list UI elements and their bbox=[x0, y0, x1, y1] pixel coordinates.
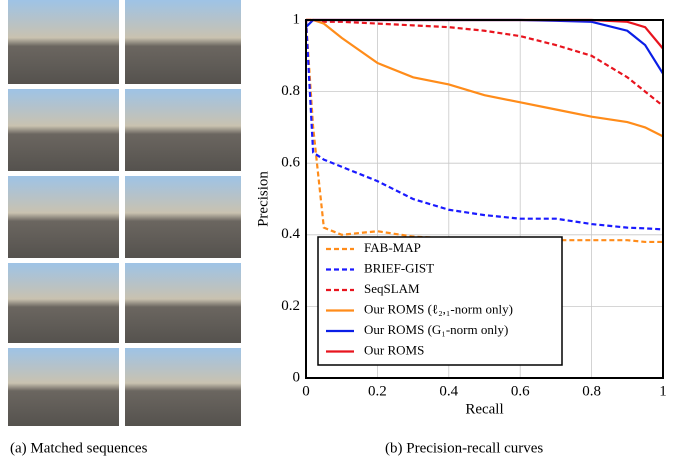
series-line bbox=[306, 18, 664, 107]
legend-label: BRIEF-GIST bbox=[364, 260, 434, 275]
x-tick-label: 0.2 bbox=[368, 383, 387, 399]
y-tick-label: 0 bbox=[293, 369, 301, 385]
y-tick-label: 0.6 bbox=[281, 155, 300, 171]
legend-label: Our ROMS (ℓ₂,₁-norm only) bbox=[364, 301, 513, 316]
caption: (a) Matched sequences bbox=[10, 440, 148, 456]
legend-label: Our ROMS (G₁-norm only) bbox=[364, 322, 508, 337]
legend-label: FAB-MAP bbox=[364, 240, 421, 255]
x-tick-label: 0.8 bbox=[582, 383, 601, 399]
photos bbox=[8, 0, 241, 426]
y-tick-label: 1 bbox=[293, 11, 301, 27]
photo bbox=[125, 176, 241, 258]
series-line bbox=[304, 19, 663, 244]
photo bbox=[125, 0, 241, 84]
x-tick-label: 0.4 bbox=[439, 383, 458, 399]
y-tick-label: 0.4 bbox=[281, 226, 300, 242]
x-tick-label: 1 bbox=[659, 383, 667, 399]
series-line bbox=[304, 19, 664, 231]
plot-frame bbox=[305, 19, 664, 379]
photo bbox=[8, 176, 119, 258]
photo bbox=[8, 89, 119, 171]
caption: (b) Precision-recall curves bbox=[385, 440, 543, 456]
photo bbox=[8, 263, 119, 343]
legend-box bbox=[317, 236, 563, 366]
series-line bbox=[306, 18, 664, 50]
series-line bbox=[305, 18, 664, 75]
photo bbox=[125, 348, 241, 426]
photo bbox=[125, 89, 241, 171]
y-tick-label: 0.8 bbox=[281, 83, 300, 99]
x-tick-label: 0.6 bbox=[511, 383, 530, 399]
y-axis-label: Precision bbox=[255, 171, 271, 227]
x-axis-label: Recall bbox=[465, 401, 503, 417]
legend-label: Our ROMS bbox=[364, 342, 424, 357]
photo bbox=[125, 263, 241, 343]
legend-label: SeqSLAM bbox=[364, 281, 420, 296]
x-tick-label: 0 bbox=[302, 383, 310, 399]
photo bbox=[8, 348, 119, 426]
y-tick-label: 0.2 bbox=[281, 298, 300, 314]
series-line bbox=[306, 18, 664, 138]
photo bbox=[8, 0, 119, 84]
